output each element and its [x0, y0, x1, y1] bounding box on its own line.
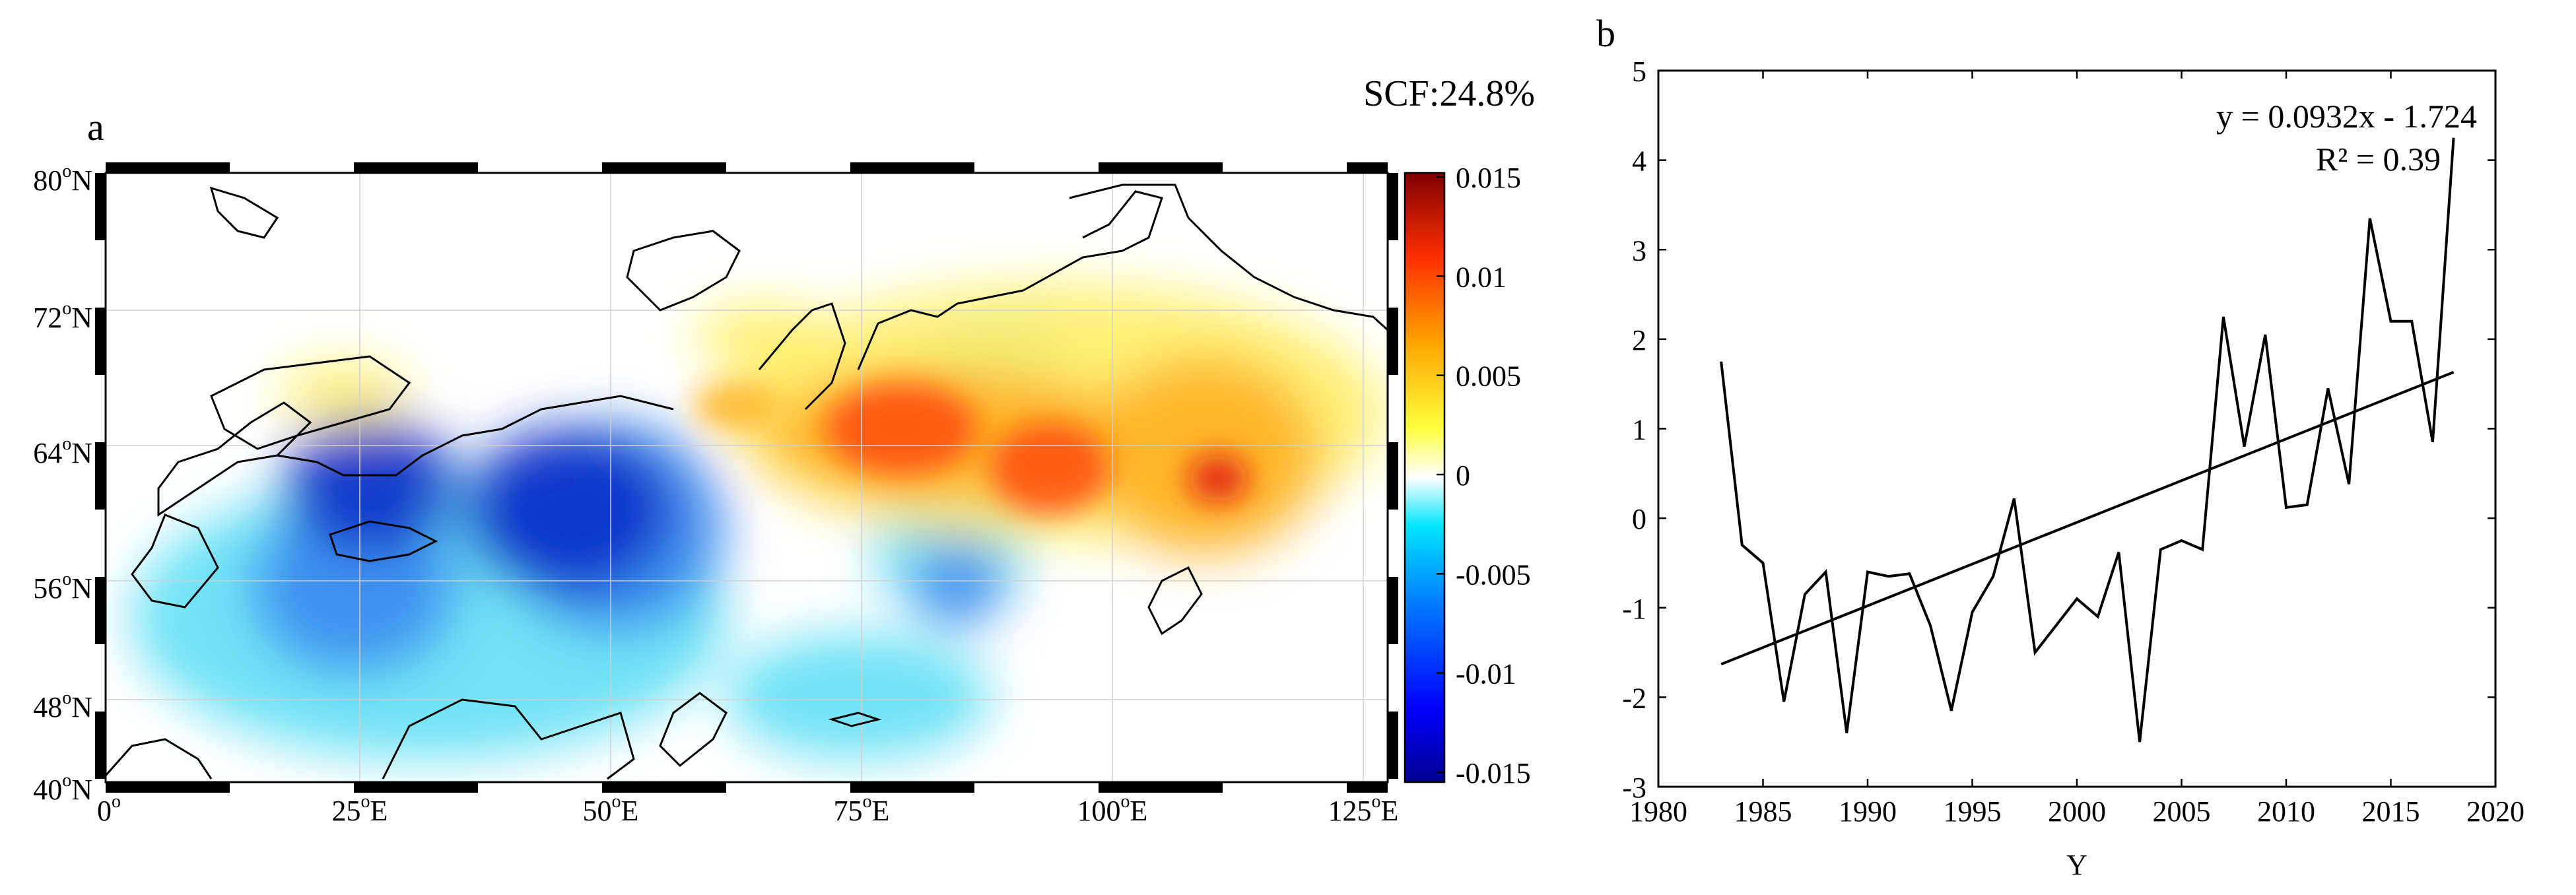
anomaly-region	[462, 429, 673, 594]
lon-tick-label: 100oE	[1077, 791, 1148, 827]
anomaly-region	[284, 416, 456, 554]
y-tick-label: -1	[1622, 593, 1646, 625]
panel-a: a SCF:24.8%	[33, 73, 1535, 827]
map-gridlines	[106, 173, 1388, 782]
x-axis-label: Y	[2066, 849, 2087, 881]
x-tick-label: 2000	[2048, 795, 2106, 828]
y-tick-label: 5	[1632, 55, 1646, 88]
colorbar-tick-label: 0	[1456, 459, 1470, 492]
x-axis: 1980 1985 1990 1995 2000 2005 2010 2015 2020	[1629, 71, 2525, 828]
panel-a-label: a	[87, 106, 104, 149]
lat-tick-label: 48oN	[33, 688, 92, 723]
colorbar-tick-label: 0.005	[1456, 360, 1521, 393]
y-tick-label: -3	[1622, 772, 1646, 804]
y-tick-label: 3	[1632, 234, 1646, 267]
colorbar: 0.015 0.01 0.005 0 -0.005 -0.01 -0.015	[1404, 162, 1531, 789]
anomaly-field	[132, 284, 1386, 759]
y-tick-label: 0	[1632, 503, 1646, 535]
anomaly-core	[1188, 455, 1248, 502]
y-axis: 5 4 3 2 1 0 -1 -2 -3	[1622, 55, 2495, 804]
lon-tick-label: 125oE	[1328, 791, 1399, 827]
anomaly-region	[277, 363, 409, 422]
r-squared: R² = 0.39	[2316, 141, 2441, 178]
x-tick-label: 1985	[1734, 795, 1792, 828]
colorbar-tick-label: 0.015	[1456, 162, 1521, 194]
x-tick-label: 1995	[1944, 795, 2002, 828]
x-tick-label: 1990	[1839, 795, 1897, 828]
colorbar-tick-label: 0.01	[1456, 261, 1507, 293]
anomaly-region	[911, 541, 1003, 627]
lon-tick-label: 75oE	[834, 791, 890, 827]
trend-line	[1720, 371, 2455, 666]
longitude-axis: 0o 25oE 50oE 75oE 100oE 125oE	[97, 791, 1398, 827]
data-points	[1721, 138, 2454, 742]
x-tick-label: 2015	[2362, 795, 2420, 828]
map-field	[106, 173, 1388, 782]
anomaly-core	[990, 422, 1109, 515]
panel-b-label: b	[1596, 12, 1615, 55]
panel-b: b 1980 1985 1990 1995 2000 2005 2010 2015 2020 5…	[1596, 12, 2525, 881]
y-tick-label: 4	[1632, 145, 1646, 178]
colorbar-bar	[1404, 172, 1446, 783]
anomaly-region	[726, 634, 990, 759]
x-tick-label: 2005	[2153, 795, 2211, 828]
lat-tick-label: 64oN	[33, 434, 92, 469]
lat-tick-label: 80oN	[33, 161, 92, 197]
colorbar-ticks: 0.015 0.01 0.005 0 -0.005 -0.01 -0.015	[1437, 162, 1531, 789]
coastlines	[106, 183, 1388, 780]
lat-tick-label: 56oN	[33, 569, 92, 605]
map-border	[95, 162, 1398, 793]
lat-tick-label: 72oN	[33, 298, 92, 334]
plot-frame	[1657, 69, 2497, 788]
series-line	[1720, 137, 2455, 743]
anomaly-region	[693, 304, 832, 370]
anomaly-region	[1089, 356, 1320, 554]
y-tick-label: 2	[1632, 324, 1646, 356]
lat-tick-label: 40oN	[33, 770, 92, 806]
colorbar-tick-label: -0.015	[1456, 757, 1531, 789]
y-tick-label: 1	[1632, 414, 1646, 446]
scf-value: SCF:24.8%	[1363, 73, 1535, 114]
trend-equation: y = 0.0932x - 1.724	[2216, 98, 2477, 135]
latitude-axis: 80oN 72oN 64oN 56oN 48oN 40oN	[33, 161, 92, 806]
lon-tick-label: 0o	[97, 791, 121, 827]
anomaly-core	[693, 383, 779, 429]
y-tick-label: -2	[1622, 682, 1646, 714]
x-tick-label: 2010	[2257, 795, 2315, 828]
lon-tick-label: 25oE	[332, 791, 388, 827]
lon-tick-label: 50oE	[583, 791, 639, 827]
colorbar-tick-label: -0.01	[1456, 658, 1516, 690]
colorbar-tick-label: -0.005	[1456, 558, 1531, 591]
x-tick-label: 1980	[1629, 795, 1687, 828]
anomaly-core	[825, 383, 977, 475]
x-tick-label: 2020	[2466, 795, 2525, 828]
